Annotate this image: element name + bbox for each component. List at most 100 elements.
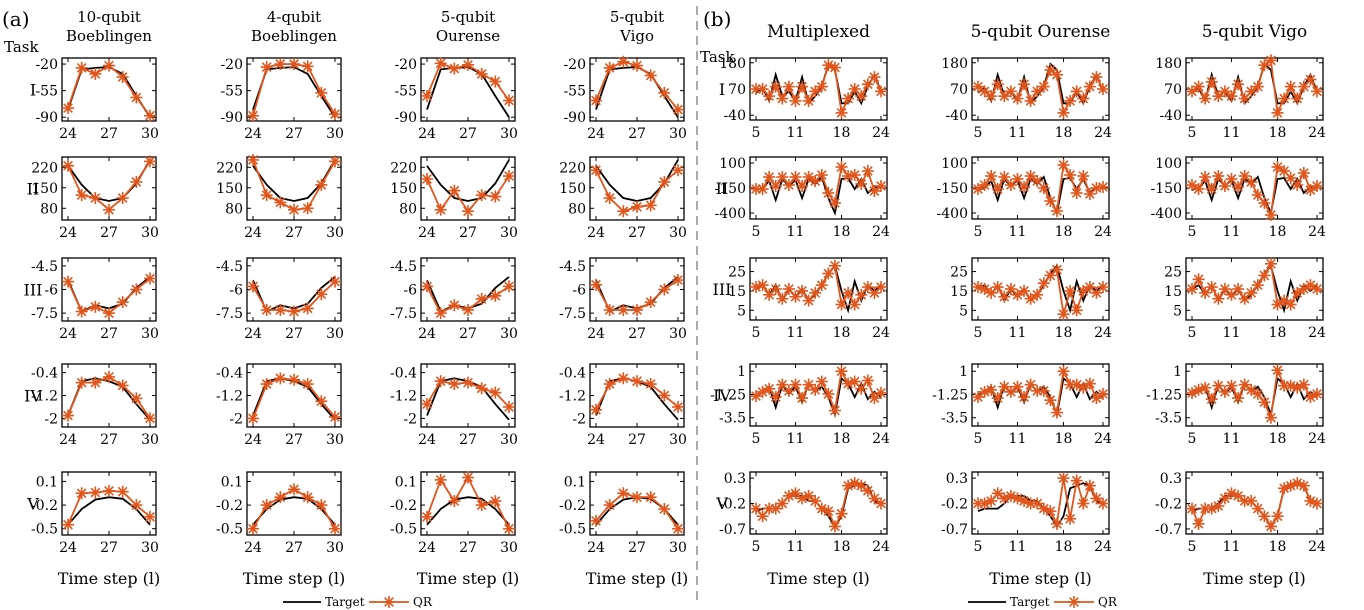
panel-a-v-4-qubit-boeblingen-qr-marker-24 — [247, 522, 259, 535]
panel-a-row-label-iv: IV — [24, 387, 42, 406]
panel-b-i-5-qubit-ourense-qr-marker-16-stroke-3 — [1045, 65, 1056, 75]
panel-a-iii-10-qubit-boeblingen-qr-marker-27 — [103, 307, 115, 320]
panel-a-ii-4-qubit-boeblingen-ytick-label: 220 — [216, 160, 243, 176]
panel-a-iv-10-qubit-boeblingen-qr-marker-27-stroke-3 — [104, 372, 114, 382]
panel-b-iv-5-qubit-ourense-qr-marker-10-stroke-3 — [1006, 387, 1016, 397]
panel-b-i-multiplexed-ytick-label: -40 — [723, 108, 746, 124]
panel-b-ii-multiplexed-ytick-label: 100 — [719, 156, 746, 172]
panel-a-iv-5-qubit-ourense-qr-marker-25-stroke-3 — [435, 376, 446, 387]
panel-b-v-multiplexed-qr-marker-17-stroke-3 — [830, 521, 840, 532]
panel-b-i-multiplexed-qr-marker-18 — [835, 106, 848, 119]
panel-a-v-10-qubit-boeblingen-target-line — [67, 496, 151, 526]
panel-a-i-5-qubit-ourense-qr-marker-29 — [489, 75, 502, 88]
panel-b-iii-5-qubit-ourense-ytick-label: 15 — [950, 284, 968, 300]
panel-b-iv-5-qubit-vigo-qr-marker-22-stroke-3 — [1298, 379, 1309, 390]
panel-a-i-4-qubit-boeblingen-qr-marker-26-stroke-3 — [275, 59, 286, 69]
panel-b-iv-multiplexed-qr-marker-8-stroke-3 — [770, 392, 781, 402]
panel-b-iii-multiplexed-qr-marker-16-stroke-3 — [823, 268, 834, 279]
panel-b-iii-multiplexed-ytick-label: 15 — [728, 284, 746, 300]
panel-b-iv-5-qubit-vigo-ytick-label: -3.5 — [1155, 411, 1182, 427]
panel-a-iv-10-qubit-boeblingen-subplot: -0.4 -1.2 -224 27 30 — [31, 363, 159, 448]
panel-b-v-multiplexed-xtick-label: 24 — [872, 539, 890, 555]
panel-b-v-5-qubit-vigo-qr-marker-5 — [1186, 502, 1198, 515]
panel-b-v-5-qubit-vigo-qr-marker-14-stroke-3 — [1246, 496, 1257, 506]
panel-a-iii-5-qubit-ourense-xtick-label: 24 — [418, 326, 436, 342]
panel-b-v-5-qubit-vigo-qr-marker-10-stroke-3 — [1220, 493, 1230, 504]
panel-b-ii-5-qubit-ourense-qr-marker-21 — [1077, 170, 1090, 182]
panel-a-v-5-qubit-vigo-subplot: 0.1 -0.2 -0.524 27 30 — [559, 471, 687, 556]
panel-b-i-5-qubit-vigo-qr-marker-6-stroke-3 — [1193, 81, 1204, 92]
panel-b-ii-5-qubit-vigo-qr-marker-9 — [1212, 170, 1225, 182]
panel-b-i-5-qubit-ourense-ytick-label: -40 — [945, 108, 968, 124]
panel-b-iii-multiplexed-qr-marker-11 — [789, 290, 802, 303]
panel-b-iii-multiplexed-qr-marker-12 — [796, 284, 809, 297]
panel-b-v-5-qubit-ourense-qr-marker-8 — [991, 487, 1004, 500]
panel-b-ii-5-qubit-vigo-qr-marker-14-stroke-3 — [1246, 177, 1257, 187]
panel-a-ii-4-qubit-boeblingen-qr-marker-28-stroke-3 — [302, 203, 313, 214]
panel-b-iii-5-qubit-vigo-qr-marker-20-stroke-3 — [1285, 299, 1296, 310]
panel-b-i-multiplexed-qr-marker-10 — [782, 80, 795, 93]
panel-a-iii-5-qubit-vigo-subplot: -4.5 -6 -7.524 27 30 — [559, 257, 687, 342]
panel-a-iii-5-qubit-vigo-qr-marker-25-stroke-3 — [604, 305, 615, 315]
panel-a-i-4-qubit-boeblingen-qr-line — [252, 63, 336, 116]
panel-b-ii-5-qubit-ourense-qr-marker-12-stroke-3 — [1019, 182, 1029, 192]
panel-b-v-5-qubit-ourense-qr-marker-14-stroke-3 — [1032, 498, 1043, 509]
panel-a-ii-5-qubit-ourense-qr-marker-25-stroke-3 — [435, 204, 446, 215]
panel-b-i-5-qubit-vigo-qr-marker-11 — [1225, 90, 1238, 103]
panel-b-ii-multiplexed-qr-marker-9-stroke-3 — [777, 172, 788, 182]
panel-a-iii-5-qubit-vigo-qr-marker-29 — [658, 283, 671, 296]
panel-b-ii-multiplexed-qr-marker-18 — [835, 161, 848, 173]
panel-a-ii-5-qubit-vigo-xtick-label: 30 — [669, 225, 687, 241]
panel-a-v-5-qubit-ourense-qr-marker-26-stroke-3 — [449, 496, 460, 507]
panel-a-iv-4-qubit-boeblingen-xtick-label: 27 — [285, 432, 303, 448]
panel-a-ii-10-qubit-boeblingen-qr-line — [67, 160, 151, 211]
panel-a-iv-5-qubit-ourense-ytick-label: -0.4 — [390, 366, 417, 382]
panel-b-ii-multiplexed-qr-marker-7-stroke-3 — [764, 172, 775, 182]
panel-a-v-5-qubit-vigo-qr-marker-30 — [672, 522, 684, 535]
panel-b-ii-multiplexed-qr-marker-8-stroke-3 — [770, 181, 781, 191]
panel-a-ii-5-qubit-ourense-qr-marker-28-stroke-3 — [476, 190, 487, 200]
panel-b-ii-multiplexed-qr-marker-8 — [769, 180, 782, 192]
panel-b-ii-5-qubit-ourense-qr-marker-7-stroke-3 — [986, 171, 997, 181]
panel-b-iv-multiplexed-subplot: 1 -1.25 -3.5 5 11 18 24 — [710, 363, 890, 447]
panel-a-iii-5-qubit-ourense-subplot: -4.5 -6 -7.524 27 30 — [390, 257, 518, 342]
panel-b-iii-multiplexed-qr-marker-12-stroke-3 — [797, 286, 807, 296]
panel-b-iii-multiplexed-qr-marker-21 — [855, 288, 868, 301]
panel-a-iv-5-qubit-ourense-qr-marker-29-stroke-3 — [490, 387, 501, 398]
panel-b-iv-multiplexed-qr-marker-21-stroke-3 — [856, 383, 867, 394]
panel-a-v-5-qubit-ourense-target-line — [426, 496, 510, 526]
panel-a-iii-4-qubit-boeblingen-qr-marker-29-stroke-3 — [316, 289, 327, 300]
legend-a-target-label: Target — [325, 595, 365, 609]
panel-a-ii-10-qubit-boeblingen-qr-marker-27-stroke-3 — [104, 204, 114, 215]
panel-a-ii-4-qubit-boeblingen-xtick-label: 30 — [326, 225, 344, 241]
panel-a-ii-10-qubit-boeblingen-qr-marker-28-stroke-3 — [117, 193, 128, 203]
panel-a-iii-10-qubit-boeblingen-ytick-label: -7.5 — [31, 306, 58, 322]
panel-a-i-5-qubit-vigo-qr-marker-25 — [603, 61, 616, 74]
panel-a-ii-4-qubit-boeblingen-qr-marker-24-stroke-3 — [248, 155, 258, 165]
panel-b-iii-5-qubit-vigo-qr-marker-18-stroke-3 — [1272, 299, 1283, 310]
panel-b-i-multiplexed-qr-marker-14-stroke-3 — [810, 86, 821, 97]
panel-a-i-10-qubit-boeblingen-xtick-label: 30 — [141, 126, 159, 142]
panel-b-ii-5-qubit-ourense-qr-marker-11 — [1011, 173, 1024, 185]
panel-b-iv-multiplexed-qr-marker-5 — [750, 390, 762, 403]
panel-b-ii-5-qubit-ourense-subplot: 100 -150 -400 5 11 18 24 — [937, 156, 1112, 240]
panel-b-i-5-qubit-vigo-ytick-label: 70 — [1164, 82, 1182, 98]
panel-a-ii-5-qubit-vigo-xtick-label: 24 — [587, 225, 605, 241]
panel-a-v-4-qubit-boeblingen-qr-marker-28-stroke-3 — [302, 492, 313, 503]
panel-b-ii-5-qubit-ourense-qr-marker-13 — [1024, 170, 1037, 182]
panel-b-iii-5-qubit-vigo-xtick-label: 18 — [1269, 325, 1287, 341]
panel-b-i-multiplexed-qr-marker-21 — [855, 90, 868, 103]
panel-a-i-10-qubit-boeblingen-qr-marker-26-stroke-3 — [90, 69, 101, 79]
panel-b-i-multiplexed-ytick-label: 180 — [719, 56, 746, 72]
panel-b-iii-multiplexed-qr-marker-10 — [782, 283, 795, 295]
panel-a-iv-4-qubit-boeblingen-qr-marker-29-stroke-3 — [316, 396, 327, 407]
panel-a-i-5-qubit-ourense-qr-marker-27 — [462, 58, 474, 71]
panel-b-iv-5-qubit-ourense-qr-marker-23-stroke-3 — [1091, 393, 1102, 403]
panel-a-v-5-qubit-ourense-qr-marker-29 — [489, 495, 502, 508]
panel-b-iii-5-qubit-vigo-qr-marker-6 — [1192, 273, 1205, 286]
panel-b-i-5-qubit-vigo-qr-marker-17 — [1264, 54, 1277, 67]
panel-a-i-10-qubit-boeblingen-qr-marker-28-stroke-3 — [117, 72, 128, 82]
panel-a-ii-10-qubit-boeblingen-subplot: 80 150 220 24 27 30 — [31, 155, 159, 241]
